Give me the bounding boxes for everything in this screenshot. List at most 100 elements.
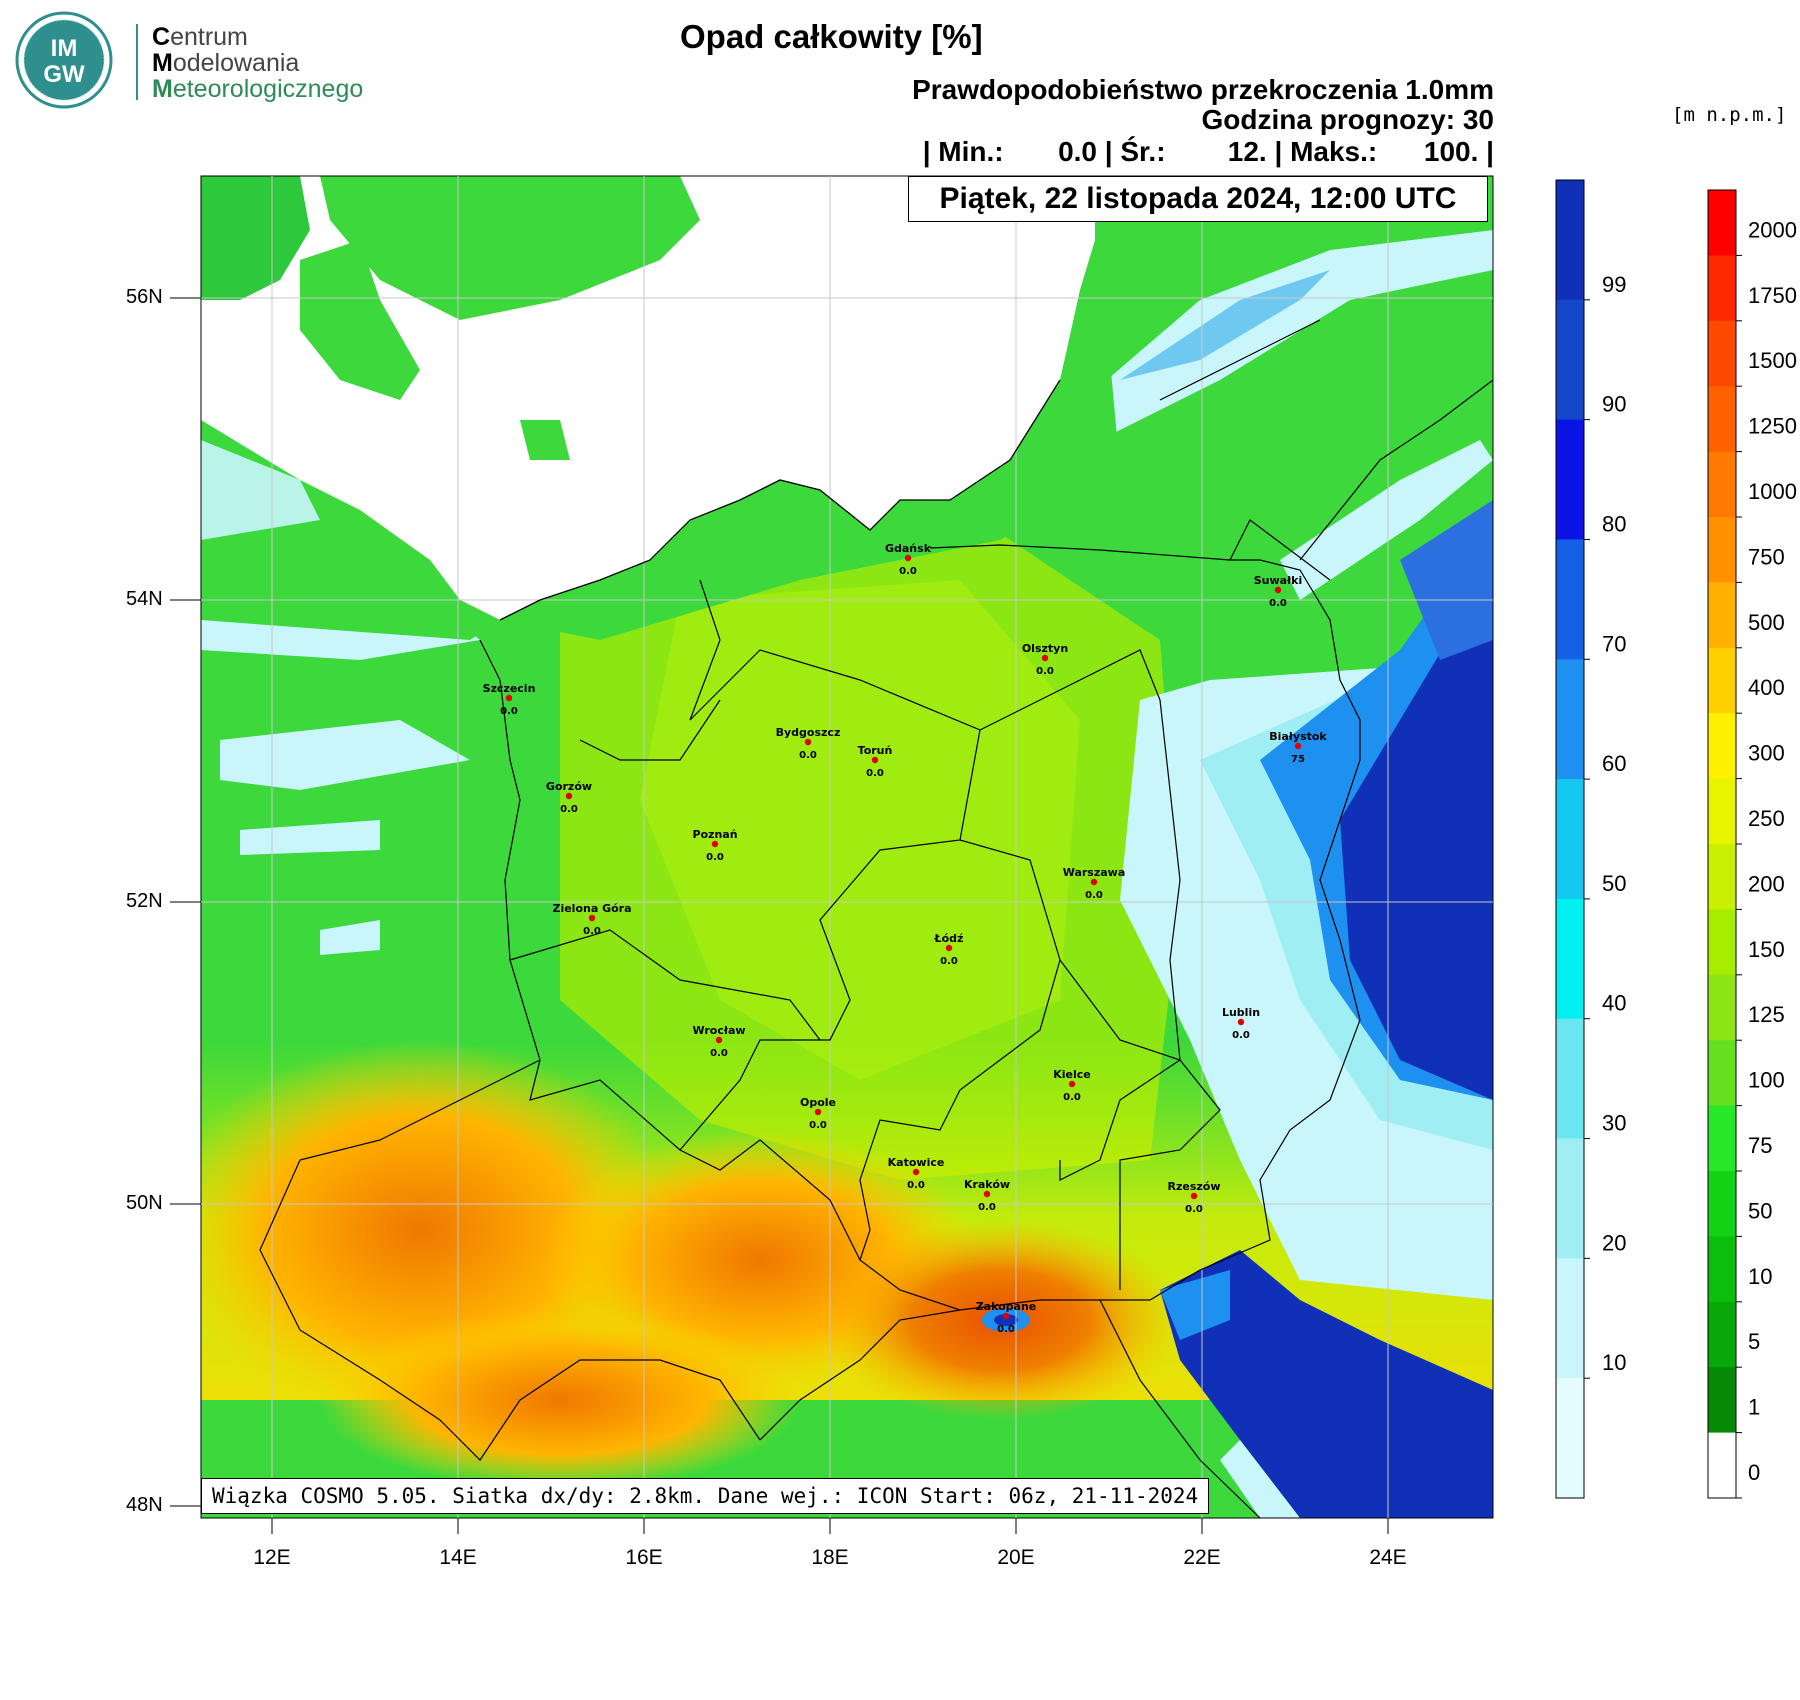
prob-legend-label: 80 [1602, 511, 1626, 536]
lon-label-24: 24E [1369, 1546, 1407, 1569]
city-value-label: 0.0 [706, 852, 724, 863]
prob-legend-label: 30 [1602, 1111, 1626, 1136]
valid-time-label: Piątek, 22 listopada 2024, 12:00 UTC [908, 176, 1488, 222]
lithuania-border [1229, 519, 1331, 581]
borders [259, 319, 1493, 1518]
city-name-label: Szczecin [483, 682, 536, 695]
elev-legend-swatch [1708, 451, 1736, 518]
elev-legend-swatch [1708, 1432, 1736, 1499]
elev-legend-label: 75 [1748, 1133, 1772, 1158]
elev-legend-swatch [1708, 582, 1736, 649]
city-name-label: Zielona Góra [552, 902, 631, 915]
model-info-footer: Wiązka COSMO 5.05. Siatka dx/dy: 2.8km. … [201, 1478, 1210, 1514]
elev-legend-swatch [1708, 909, 1736, 976]
prob-legend-label: 20 [1602, 1230, 1626, 1255]
city-markers: Gdańsk 0.0 Suwałki 0.0 Olsztyn 0.0 Szczecin 0.0… [483, 542, 1328, 1335]
city-marker-dot [904, 554, 912, 562]
elev-legend-swatch [1708, 255, 1736, 322]
city-name-label: Poznań [692, 828, 737, 841]
city-name-label: Toruń [858, 744, 893, 757]
elev-legend-label: 1 [1748, 1395, 1760, 1420]
prob-legend-label: 40 [1602, 991, 1626, 1016]
elev-legend-label: 1750 [1748, 283, 1797, 308]
city-marker-dot [1274, 586, 1282, 594]
city-value-label: 0.0 [899, 566, 917, 577]
elev-legend-swatch [1708, 1236, 1736, 1303]
city-name-label: Lublin [1222, 1006, 1260, 1019]
map-field [201, 176, 1493, 1518]
denmark-land [201, 176, 310, 300]
axis-ticks [170, 297, 1389, 1534]
prob-legend-label: 90 [1602, 392, 1626, 417]
lat-label-54: 54N [126, 588, 163, 610]
czech-border-south [259, 1159, 761, 1461]
prob-legend-swatch [1556, 539, 1584, 660]
lat-label-52: 52N [126, 890, 163, 912]
city-value-label: 0.0 [500, 706, 518, 717]
elev-legend-swatch [1708, 844, 1736, 910]
city-marker-dot [1041, 654, 1049, 662]
elev-legend-label: 300 [1748, 741, 1785, 766]
city-marker-dot [565, 792, 573, 800]
elev-legend-swatch [1708, 713, 1736, 780]
logo-divider [136, 24, 138, 100]
elev-legend-label: 200 [1748, 871, 1785, 896]
city-value-label: 0.0 [978, 1202, 996, 1213]
city-value-label: 0.0 [1063, 1092, 1081, 1103]
elev-legend-label: 1250 [1748, 414, 1797, 439]
baltic-streak-pale [1060, 230, 1493, 440]
elev-legend-label: 1000 [1748, 479, 1797, 504]
voivodeship-borders-southeast [1059, 959, 1221, 1290]
central-core [640, 580, 1080, 1080]
city-value-label: 0.0 [1185, 1204, 1203, 1215]
zakopane-spot-core [994, 1314, 1018, 1326]
city-marker-dot [1190, 1192, 1198, 1200]
city-marker-dot [945, 944, 953, 952]
prob-legend-swatch [1556, 1018, 1584, 1140]
elev-legend-label: 100 [1748, 1068, 1785, 1093]
lat-label-50: 50N [126, 1192, 163, 1214]
prob-legend-swatch [1556, 659, 1584, 780]
elev-legend-swatch [1708, 1367, 1736, 1434]
city-name-label: Katowice [888, 1156, 945, 1169]
city-marker-dot [1090, 878, 1098, 886]
city-value-label: 0.0 [583, 926, 601, 937]
graticule [201, 176, 1493, 1518]
city-name-label: Suwałki [1254, 574, 1303, 587]
elev-legend-swatch [1708, 1301, 1736, 1368]
prob-legend-label: 50 [1602, 871, 1626, 896]
elev-legend-label: 50 [1748, 1198, 1772, 1223]
voivodeship-borders-east [979, 649, 1181, 1181]
elev-legend-swatch [1708, 386, 1736, 453]
elev-legend-label: 0 [1748, 1460, 1760, 1485]
prob-legend-swatch [1556, 779, 1584, 900]
slovakia-border-west [759, 1309, 961, 1441]
city-marker-dot [814, 1108, 822, 1116]
elev-legend-swatch [1708, 517, 1736, 583]
city-name-label: Gorzów [546, 780, 592, 793]
elev-legend-swatch [1708, 1171, 1736, 1237]
city-value-label: 0.0 [710, 1048, 728, 1059]
east-dark-blue [1340, 600, 1493, 1100]
voivodeship-borders-southwest [509, 929, 821, 1041]
elev-legend-label: 500 [1748, 610, 1785, 635]
voivodeship-borders-northwest [579, 699, 721, 761]
city-value-label: 0.0 [560, 804, 578, 815]
prob-legend-swatch [1556, 299, 1584, 421]
pale-patch [320, 920, 380, 955]
german-pale [201, 440, 320, 540]
elevation-units-label: [m n.p.m.] [1672, 104, 1787, 126]
city-value-label: 0.0 [1269, 598, 1287, 609]
elev-legend-label: 125 [1748, 1002, 1785, 1027]
prob-legend-label: 10 [1602, 1350, 1626, 1375]
city-name-label: Białystok [1269, 730, 1327, 743]
prob-legend-swatch [1556, 419, 1584, 540]
prob-legend-swatch [1556, 180, 1584, 301]
map-subtitle-forecast-hour: Godzina prognozy: 30 [1201, 104, 1494, 135]
city-name-label: Wrocław [692, 1024, 745, 1037]
voivodeship-borders-west [679, 579, 981, 1151]
bornholm [520, 420, 570, 460]
city-value-label: 0.0 [997, 1324, 1015, 1335]
elev-legend-label: 150 [1748, 937, 1785, 962]
